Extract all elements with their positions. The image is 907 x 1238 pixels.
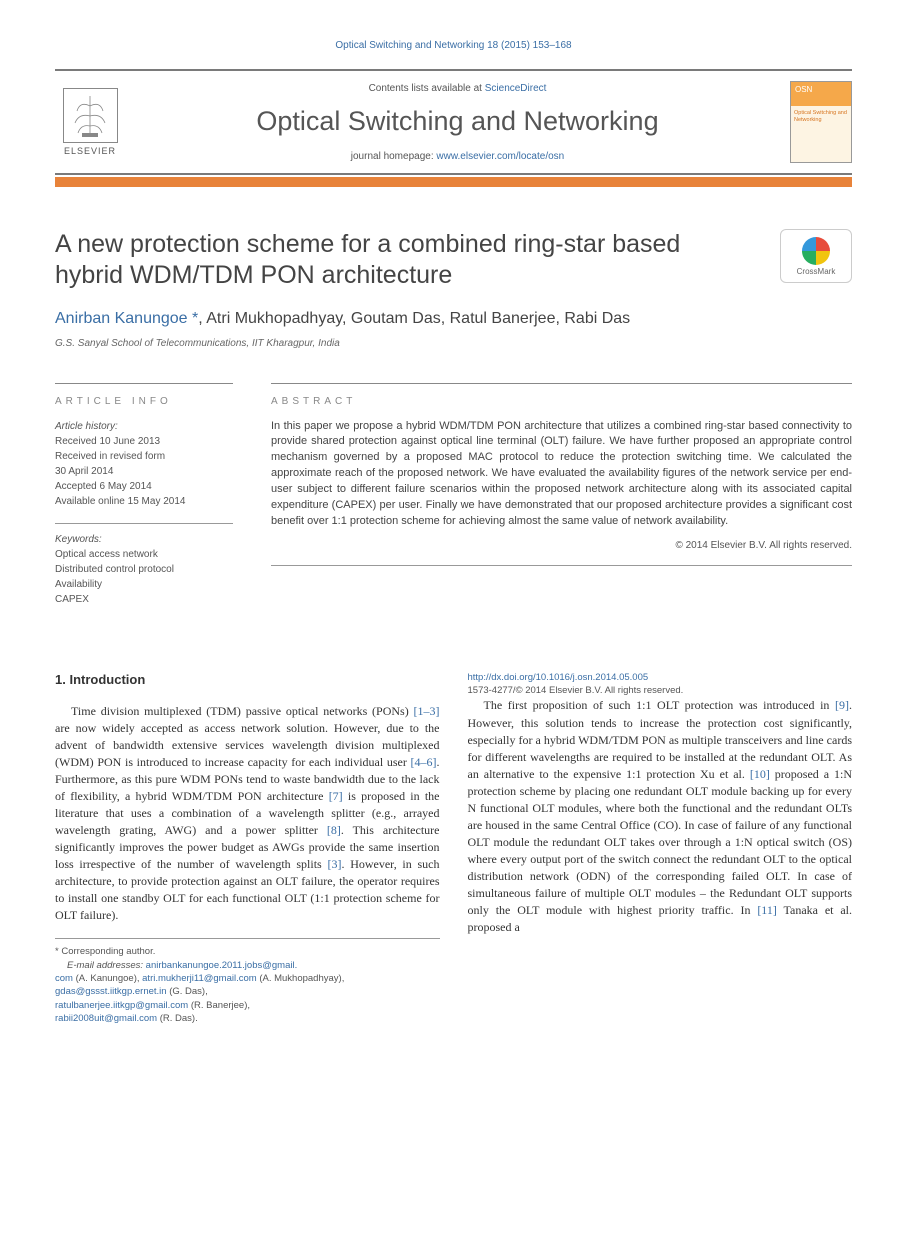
history-item: Accepted 6 May 2014	[55, 479, 233, 494]
body-paragraph: Time division multiplexed (TDM) passive …	[55, 703, 440, 924]
email-link[interactable]: rabii2008uit@gmail.com	[55, 1013, 157, 1024]
email-link[interactable]: ratulbanerjee.iitkgp@gmail.com	[55, 1000, 188, 1011]
keyword-item: Optical access network	[55, 547, 233, 562]
footnote-block: * Corresponding author. E-mail addresses…	[55, 938, 440, 1025]
contents-prefix: Contents lists available at	[369, 83, 485, 94]
citation-header: Optical Switching and Networking 18 (201…	[55, 40, 852, 51]
keyword-item: CAPEX	[55, 592, 233, 607]
ref-link[interactable]: [9]	[835, 698, 849, 712]
elsevier-text: ELSEVIER	[64, 146, 116, 156]
ref-link[interactable]: [11]	[757, 903, 777, 917]
email-link[interactable]: anirbankanungoe.2011.jobs@gmail.	[146, 960, 298, 971]
crossmark-label: CrossMark	[797, 267, 836, 276]
authors-line: Anirban Kanungoe *, Atri Mukhopadhyay, G…	[55, 310, 852, 328]
body-text: proposed a 1:N protection scheme by plac…	[468, 767, 853, 917]
corresponding-star-icon: *	[188, 310, 199, 327]
header-center: Contents lists available at ScienceDirec…	[125, 83, 790, 162]
body-text: Time division multiplexed (TDM) passive …	[71, 704, 414, 718]
contents-line: Contents lists available at ScienceDirec…	[145, 83, 770, 94]
history-item: Received in revised form	[55, 449, 233, 464]
body-paragraph: The first proposition of such 1:1 OLT pr…	[468, 697, 853, 935]
journal-title: Optical Switching and Networking	[145, 106, 770, 137]
article-info-column: ARTICLE INFO Article history: Received 1…	[55, 383, 233, 621]
ref-link[interactable]: [1–3]	[414, 704, 440, 718]
citation-link[interactable]: Optical Switching and Networking 18 (201…	[335, 40, 571, 51]
abstract-column: ABSTRACT In this paper we propose a hybr…	[271, 383, 852, 621]
orange-divider-bar	[55, 177, 852, 187]
doi-block: http://dx.doi.org/10.1016/j.osn.2014.05.…	[468, 671, 853, 698]
doi-link[interactable]: http://dx.doi.org/10.1016/j.osn.2014.05.…	[468, 672, 649, 683]
keyword-item: Distributed control protocol	[55, 562, 233, 577]
crossmark-badge[interactable]: CrossMark	[780, 229, 852, 283]
ref-link[interactable]: [8]	[327, 823, 341, 837]
history-label: Article history:	[55, 419, 233, 434]
body-text: are now widely accepted as access networ…	[55, 721, 440, 769]
email-link[interactable]: atri.mukherji11@gmail.com	[142, 973, 257, 984]
email-name: (A. Mukhopadhyay)	[259, 973, 341, 984]
article-info-heading: ARTICLE INFO	[55, 383, 233, 407]
section-heading-intro: 1. Introduction	[55, 671, 440, 689]
journal-cover-thumbnail	[790, 81, 852, 163]
elsevier-logo: ELSEVIER	[55, 82, 125, 162]
corr-author-label: Corresponding author.	[61, 946, 155, 957]
email-label: E-mail addresses:	[67, 960, 143, 971]
crossmark-icon	[802, 237, 830, 265]
author-link[interactable]: Anirban Kanungoe	[55, 310, 188, 327]
ref-link[interactable]: [7]	[329, 789, 343, 803]
journal-header-box: ELSEVIER Contents lists available at Sci…	[55, 69, 852, 175]
email-link[interactable]: gdas@gssst.iitkgp.ernet.in	[55, 986, 167, 997]
keywords-label: Keywords:	[55, 532, 233, 547]
abstract-copyright: © 2014 Elsevier B.V. All rights reserved…	[271, 540, 852, 551]
body-two-column: 1. Introduction Time division multiplexe…	[55, 671, 852, 1026]
ref-link[interactable]: [10]	[750, 767, 770, 781]
abstract-text: In this paper we propose a hybrid WDM/TD…	[271, 419, 852, 531]
keyword-item: Availability	[55, 577, 233, 592]
author-name: Goutam Das	[351, 310, 441, 327]
article-history-block: Article history: Received 10 June 2013 R…	[55, 419, 233, 509]
history-item: 30 April 2014	[55, 464, 233, 479]
author-name: Ratul Banerjee	[450, 310, 556, 327]
email-name: (A. Kanungoe)	[76, 973, 137, 984]
history-item: Received 10 June 2013	[55, 434, 233, 449]
ref-link[interactable]: [4–6]	[411, 755, 437, 769]
elsevier-tree-icon	[63, 88, 118, 143]
ref-link[interactable]: [3]	[327, 857, 341, 871]
article-title: A new protection scheme for a combined r…	[55, 229, 780, 292]
issn-copyright: 1573-4277/© 2014 Elsevier B.V. All right…	[468, 684, 853, 697]
email-name: (R. Banerjee)	[191, 1000, 248, 1011]
email-name: (G. Das)	[169, 986, 205, 997]
email-name: (R. Das)	[160, 1013, 195, 1024]
homepage-line: journal homepage: www.elsevier.com/locat…	[145, 151, 770, 162]
author-name: Atri Mukhopadhyay	[206, 310, 342, 327]
keywords-block: Keywords: Optical access network Distrib…	[55, 523, 233, 607]
homepage-prefix: journal homepage:	[351, 151, 437, 162]
history-item: Available online 15 May 2014	[55, 494, 233, 509]
body-text: The first proposition of such 1:1 OLT pr…	[484, 698, 836, 712]
email-link[interactable]: com	[55, 973, 73, 984]
sciencedirect-link[interactable]: ScienceDirect	[485, 83, 547, 94]
affiliation: G.S. Sanyal School of Telecommunications…	[55, 338, 852, 349]
author-name: Rabi Das	[564, 310, 630, 327]
abstract-rule	[271, 565, 852, 566]
homepage-link[interactable]: www.elsevier.com/locate/osn	[436, 151, 564, 162]
abstract-heading: ABSTRACT	[271, 383, 852, 407]
